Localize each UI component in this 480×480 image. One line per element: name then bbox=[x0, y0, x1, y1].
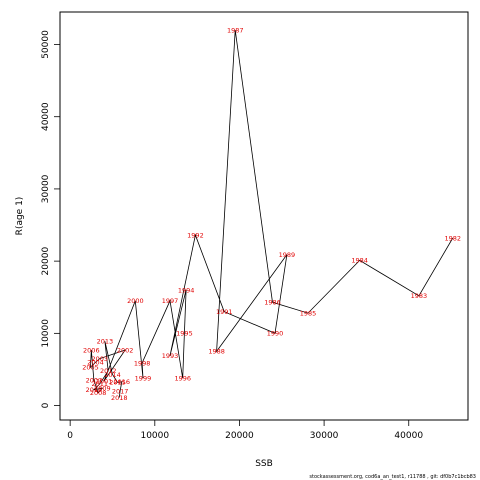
year-label-1993: 1993 bbox=[162, 352, 179, 360]
year-label-2008: 2008 bbox=[90, 389, 107, 397]
year-label-2015: 2015 bbox=[109, 379, 126, 387]
year-label-2010: 2010 bbox=[86, 386, 103, 394]
year-label-1983: 1983 bbox=[411, 292, 428, 300]
y-tick-label: 20000 bbox=[41, 247, 51, 276]
y-tick-label: 30000 bbox=[41, 174, 51, 203]
y-tick-label: 10000 bbox=[41, 319, 51, 348]
year-label-2000: 2000 bbox=[127, 297, 144, 305]
year-label-1985: 1985 bbox=[300, 309, 317, 317]
year-label-1987: 1987 bbox=[227, 26, 244, 34]
footnote: stockassessment.org, cod6a_an_test1, r11… bbox=[309, 474, 476, 480]
year-label-1982: 1982 bbox=[444, 234, 461, 242]
year-label-2018: 2018 bbox=[111, 394, 128, 402]
x-axis: 0 10000 20000 30000 40000 bbox=[67, 419, 423, 441]
year-label-1984: 1984 bbox=[351, 257, 368, 265]
year-label-2001: 2001 bbox=[96, 377, 113, 385]
y-tick-label: 40000 bbox=[41, 102, 51, 131]
year-label-1999: 1999 bbox=[135, 374, 152, 382]
year-label-2004: 2004 bbox=[87, 359, 104, 367]
year-label-1997: 1997 bbox=[162, 297, 179, 305]
year-labels: 1982 1983 1984 1985 1986 1987 1988 1989 1990 1991… bbox=[82, 26, 461, 402]
stock-recruitment-trajectory-line bbox=[90, 30, 454, 398]
year-label-1998: 1998 bbox=[134, 359, 151, 367]
year-label-2006: 2006 bbox=[83, 346, 100, 354]
x-axis-title: SSB bbox=[255, 459, 273, 469]
year-label-2014: 2014 bbox=[104, 371, 121, 379]
y-axis: 0 10000 20000 30000 40000 50000 bbox=[41, 30, 61, 408]
year-label-1996: 1996 bbox=[174, 374, 191, 382]
x-tick-label: 30000 bbox=[310, 431, 339, 441]
year-label-2002: 2002 bbox=[117, 346, 134, 354]
year-label-2009: 2009 bbox=[94, 385, 111, 393]
year-label-1986: 1986 bbox=[264, 299, 281, 307]
y-axis-title: R(age 1) bbox=[15, 197, 25, 236]
x-tick-label: 0 bbox=[67, 431, 73, 441]
x-tick-label: 40000 bbox=[394, 431, 423, 441]
year-label-2003: 2003 bbox=[92, 355, 109, 363]
year-label-1990: 1990 bbox=[267, 330, 284, 338]
y-tick-label: 50000 bbox=[41, 30, 51, 59]
year-label-1989: 1989 bbox=[279, 251, 296, 259]
year-label-2007: 2007 bbox=[86, 377, 103, 385]
year-label-1992: 1992 bbox=[187, 231, 204, 239]
year-label-2013: 2013 bbox=[97, 338, 114, 346]
year-label-1995: 1995 bbox=[176, 330, 193, 338]
y-tick-label: 0 bbox=[41, 402, 51, 408]
year-label-2016: 2016 bbox=[114, 378, 131, 386]
year-label-1991: 1991 bbox=[216, 308, 233, 316]
year-label-2012: 2012 bbox=[100, 367, 117, 375]
year-label-1994: 1994 bbox=[178, 286, 195, 294]
year-label-2017: 2017 bbox=[112, 387, 129, 395]
year-label-1988: 1988 bbox=[208, 348, 225, 356]
x-tick-label: 10000 bbox=[140, 431, 169, 441]
year-label-2011: 2011 bbox=[92, 380, 109, 388]
x-tick-label: 20000 bbox=[225, 431, 254, 441]
year-label-2005: 2005 bbox=[82, 364, 99, 372]
